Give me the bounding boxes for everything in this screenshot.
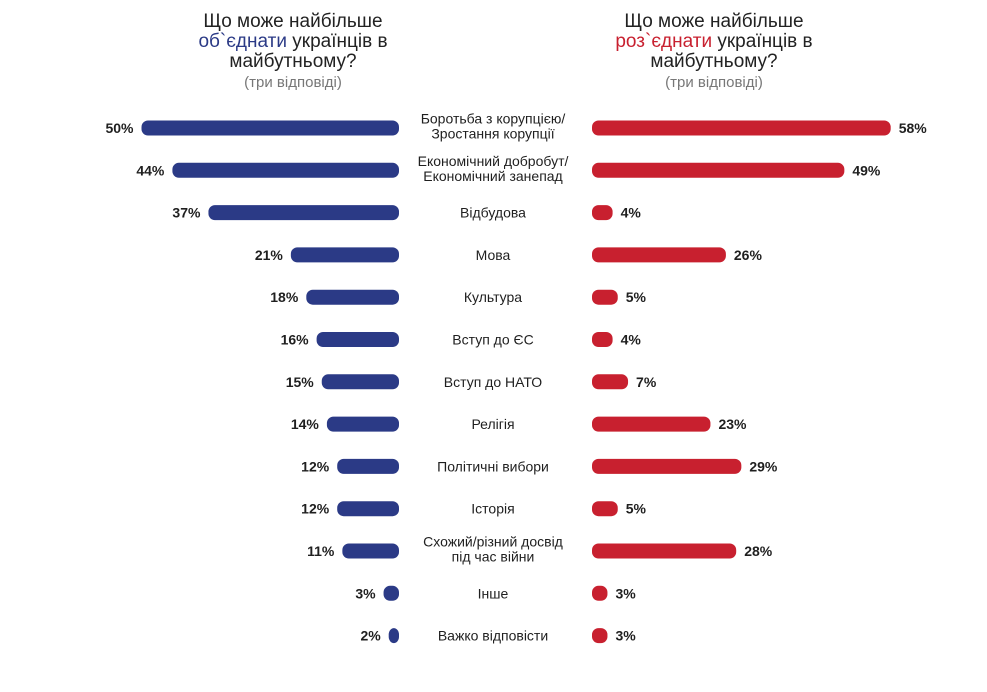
unite-value-label: 18% [270, 289, 299, 305]
unite-bar [326, 416, 399, 432]
divide-title-pre: Що може найбільше [624, 11, 804, 32]
unite-value-label: 14% [291, 416, 320, 432]
divide-bar [592, 247, 726, 263]
unite-value-label: 12% [301, 458, 330, 474]
unite-bar [316, 332, 399, 347]
category-label: Інше [478, 585, 509, 601]
unite-bar [383, 585, 399, 601]
unite-value-label: 21% [255, 247, 284, 263]
unite-bar [306, 289, 399, 305]
divide-value-label: 28% [744, 543, 773, 559]
unite-bar [342, 543, 399, 559]
category-label: Культура [464, 289, 522, 305]
unite-bar [141, 120, 399, 136]
unite-bar [388, 628, 399, 644]
category-label: Схожий/різний досвід [423, 534, 563, 550]
category-label: Зростання корупції [431, 126, 554, 142]
divide-value-label: 23% [718, 416, 747, 432]
unite-bar [337, 501, 399, 517]
category-label: Економічний занепад [423, 168, 562, 184]
divide-value-label: 4% [621, 332, 642, 348]
unite-value-label: 11% [307, 543, 335, 559]
divide-title-post: українців в майбутньому? [650, 31, 813, 72]
divide-value-label: 5% [626, 289, 647, 305]
unite-bar [321, 374, 399, 390]
divide-value-label: 58% [899, 120, 928, 136]
unite-bar [172, 162, 399, 178]
divide-value-label: 3% [615, 585, 636, 601]
divide-bar [592, 416, 711, 432]
divide-bar [592, 374, 629, 390]
category-label: Важко відповісти [438, 628, 548, 644]
category-label: Економічний добробут/ [418, 153, 569, 169]
category-label: Політичні вибори [437, 458, 549, 474]
category-label: Вступ до НАТО [444, 374, 543, 390]
category-label: Вступ до ЄС [452, 332, 533, 348]
unite-value-label: 16% [281, 332, 310, 348]
unite-value-label: 12% [301, 501, 330, 517]
divide-bar [592, 543, 737, 559]
category-label: Історія [471, 501, 514, 517]
divide-value-label: 7% [636, 374, 657, 390]
category-label: Відбудова [460, 205, 526, 221]
divide-panel-title: Що може найбільше роз`єднати українців в… [564, 12, 864, 72]
divide-value-label: 26% [734, 247, 763, 263]
divide-panel-subtitle: (три відповіді) [665, 74, 763, 91]
divide-value-label: 29% [749, 458, 778, 474]
unite-value-label: 37% [172, 205, 201, 221]
divide-bar [592, 120, 891, 136]
unite-panel-title: Що може найбільше об`єднати українців в … [143, 12, 443, 72]
divide-bar [592, 162, 845, 178]
unite-panel-subtitle: (три відповіді) [244, 74, 342, 91]
divide-value-label: 4% [621, 205, 642, 221]
unite-value-label: 44% [136, 162, 165, 178]
unite-title-post: українців в майбутньому? [229, 31, 388, 72]
divide-value-label: 49% [852, 162, 881, 178]
divide-value-label: 5% [626, 501, 647, 517]
divide-bar [592, 628, 608, 644]
unite-bar [208, 205, 399, 221]
category-label: Релігія [471, 416, 514, 432]
divide-title-highlight: роз`єднати [615, 31, 713, 52]
divide-bar [592, 585, 608, 601]
unite-value-label: 50% [105, 120, 134, 136]
category-label: під час війни [452, 549, 535, 565]
unite-bar [337, 458, 399, 474]
divide-bar [592, 289, 618, 305]
divide-bar [592, 458, 742, 474]
unite-bar [290, 247, 399, 263]
unite-value-label: 2% [360, 628, 381, 644]
category-label: Боротьба з корупцією/ [421, 111, 566, 127]
divide-bar [592, 501, 618, 517]
unite-title-pre: Що може найбільше [203, 11, 383, 32]
unite-value-label: 3% [355, 585, 376, 601]
unite-value-label: 15% [286, 374, 315, 390]
divide-bar [592, 205, 613, 221]
divide-bar [592, 332, 613, 347]
divide-value-label: 3% [615, 628, 636, 644]
unite-title-highlight: об`єднати [198, 31, 287, 52]
category-label: Мова [476, 247, 511, 263]
